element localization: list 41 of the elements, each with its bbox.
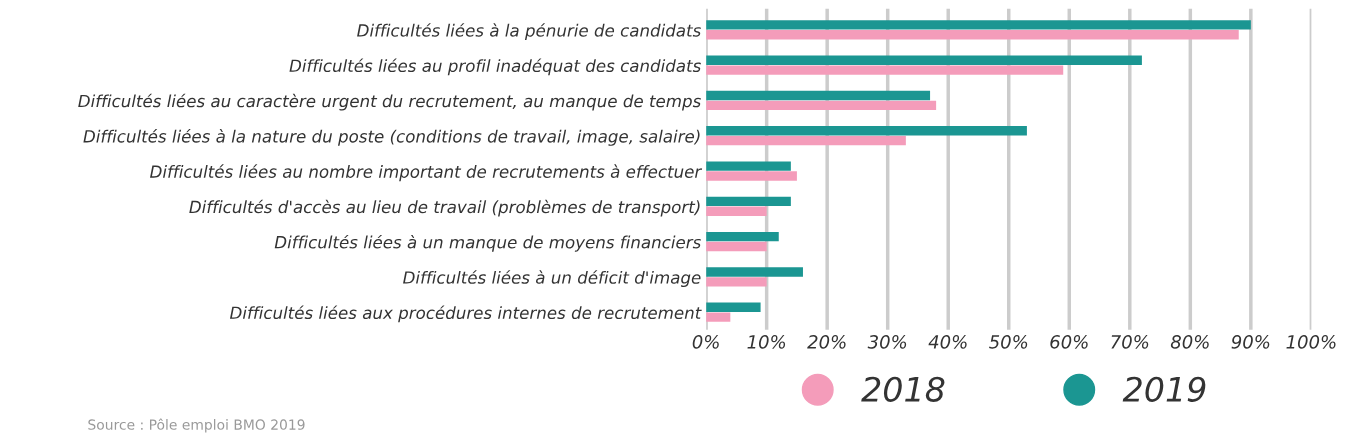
legend-label: 2018 [861,376,945,402]
x-tick-label: 100% [1286,335,1336,349]
x-tick-label: 90% [1231,335,1270,349]
bar [706,277,767,287]
x-tick-label: 40% [928,335,967,349]
bar [706,55,1142,65]
bar [706,126,1027,136]
x-tick-label: 70% [1111,335,1149,349]
x-tick-label: 10% [747,335,786,349]
y-tick-label: Difficultés liées aux procédures internes de recrutement [229,305,702,323]
bar [706,196,791,207]
bar [706,302,761,312]
bar [706,100,937,111]
bar [706,30,1239,40]
bar [706,171,797,181]
x-tick-label: 80% [1170,335,1209,349]
bar [706,267,803,277]
bar [706,65,1064,75]
x-tick-label: 20% [807,335,846,349]
bar [706,20,1251,30]
bar [706,161,791,171]
bar [706,241,767,252]
x-tick-label: 30% [867,335,907,349]
y-tick-label: Difficultés liées au caractère urgent du recrutement, au manque de temps [78,93,701,111]
y-tick-label: Difficultés d'accès au lieu de travail (problèmes de transport) [189,199,700,217]
source-note: Source : Pôle emploi BMO 2019 [88,418,305,433]
bar [706,206,767,216]
bar [706,231,779,242]
y-tick-label: Difficultés liées à un déficit d'image [403,270,701,288]
x-tick-label: 50% [989,335,1028,349]
bar [706,135,906,146]
y-tick-label: Difficultés liées au nombre important de recrutements à effectuer [150,164,703,182]
x-tick-label: 0% [692,335,719,349]
y-tick-label: Difficultés liées à la pénurie de candidats [357,23,701,40]
bar [706,312,731,322]
y-tick-label: Difficultés liées à la nature du poste (conditions de travail, image, salaire) [83,129,700,146]
x-tick-label: 60% [1050,335,1088,349]
y-tick-label: Difficultés liées au profil inadéquat des candidats [289,58,701,76]
bar [706,90,931,101]
y-tick-label: Difficultés liées à un manque de moyens financiers [274,234,701,252]
legend-label: 2019 [1122,376,1206,402]
